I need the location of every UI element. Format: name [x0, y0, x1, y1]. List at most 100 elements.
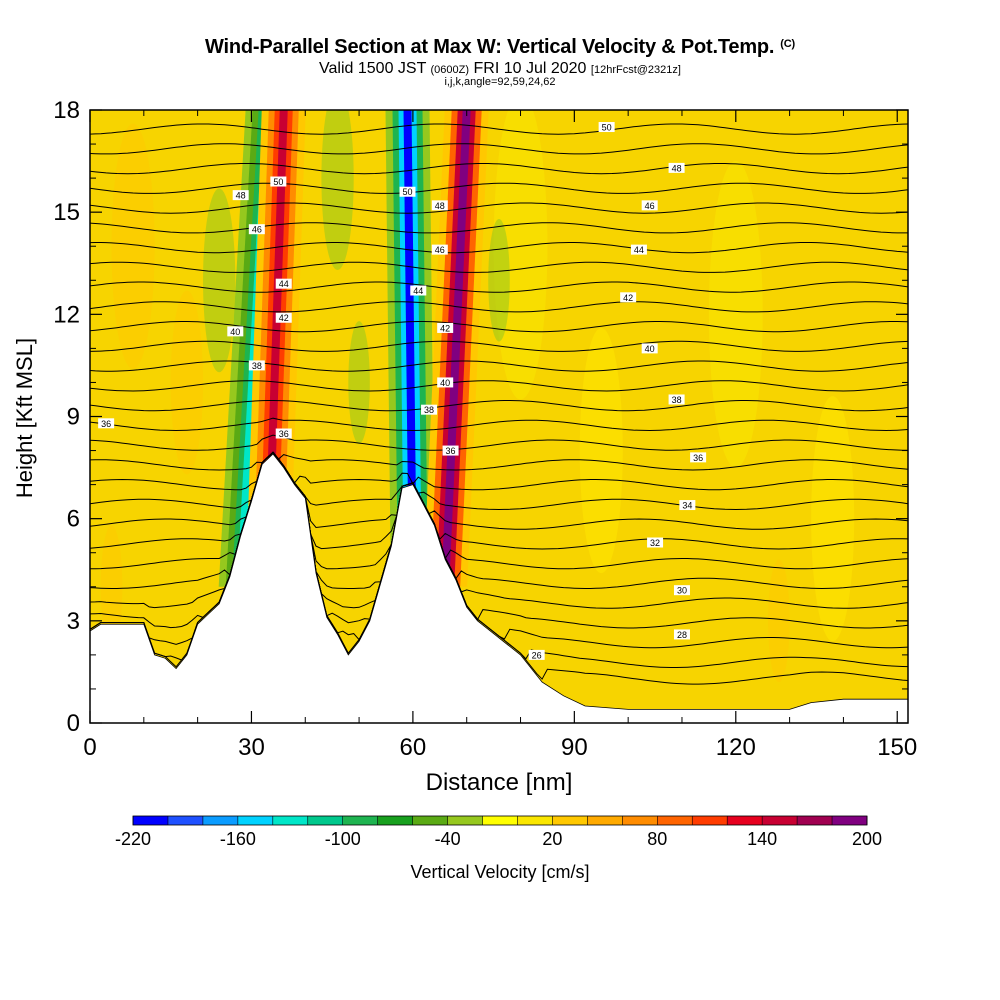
contour-label: 38 [252, 361, 262, 371]
x-tick-label: 30 [238, 734, 265, 761]
contour-label: 50 [403, 187, 413, 197]
theta-contour [90, 321, 908, 333]
colorbar-tick-label: -160 [220, 829, 256, 849]
contour-label: 48 [236, 191, 246, 201]
y-axis-label: Height [Kft MSL] [12, 338, 37, 498]
valid-time-utc: (0600Z) [430, 64, 470, 76]
theta-contour [90, 242, 908, 254]
theta-contour [90, 451, 908, 471]
colorbar-swatch [657, 816, 693, 825]
y-tick-label: 6 [67, 506, 80, 533]
contour-label: 46 [645, 201, 655, 211]
contour-label: 48 [672, 163, 682, 173]
contour-label-bg [98, 418, 115, 429]
x-tick-label: 150 [877, 734, 917, 761]
contour-label: 36 [279, 429, 289, 439]
contour-label-bg [399, 186, 416, 197]
contour-label: 44 [413, 286, 423, 296]
forecast-info: [12hrFcst@2321z] [590, 64, 681, 76]
theta-contour [90, 281, 908, 293]
contour-label: 48 [435, 201, 445, 211]
contour-label-bg [641, 343, 658, 354]
contour-label-bg [668, 394, 685, 405]
contour-label: 42 [440, 323, 450, 333]
contour-label-bg [431, 200, 448, 211]
field-patch [579, 327, 623, 574]
contour-label: 28 [677, 630, 687, 640]
theta-contour [90, 261, 908, 273]
colorbar-swatch [377, 816, 414, 825]
colorbar-swatch [237, 816, 274, 825]
contour-label: 44 [634, 245, 644, 255]
theta-contour [90, 340, 908, 352]
contour-label-bg [437, 322, 454, 333]
x-tick-label: 120 [716, 734, 756, 761]
contour-label-bg [437, 377, 454, 388]
contour-label: 46 [252, 225, 262, 235]
contour-label-bg [668, 162, 685, 173]
colorbar-swatch [797, 816, 833, 825]
contour-label: 38 [424, 405, 434, 415]
theta-contour [90, 202, 908, 214]
theta-contour [90, 451, 908, 609]
theta-contour [90, 451, 908, 530]
contour-label-bg [442, 445, 459, 456]
valid-time: Valid 1500 JST [319, 60, 427, 77]
contour-label-bg [270, 176, 287, 187]
colorbar-swatch [587, 816, 623, 825]
contour-label-bg [410, 285, 427, 296]
field-patch [488, 218, 510, 342]
theta-contour [90, 400, 908, 412]
contour-label-bg [275, 428, 292, 439]
colorbar-swatch [272, 816, 309, 825]
colorbar-swatch [342, 816, 379, 825]
colorbar-swatch [622, 816, 658, 825]
theta-contour [90, 451, 908, 590]
contour-label: 50 [602, 123, 612, 133]
theta-contour [90, 417, 908, 432]
contour-label-bg [673, 585, 690, 596]
valid-date: FRI 10 Jul 2020 [473, 60, 587, 77]
contour-label: 38 [672, 395, 682, 405]
contour-label-bg [630, 244, 647, 255]
colorbar-tick-label: 200 [852, 829, 882, 849]
terrain [90, 453, 908, 723]
colorbar-swatch [412, 816, 449, 825]
field-patch [493, 110, 548, 400]
theta-contour [90, 380, 908, 392]
chart-title: Wind-Parallel Section at Max W: Vertical… [0, 36, 1000, 59]
colorbar-tick-label: -40 [435, 829, 461, 849]
plot-area: 26 28 30 32 34 36 36 38 40 42 44 46 48 50 48 46 50 44 42 40… [90, 110, 908, 723]
colorbar-title: Vertical Velocity [cm/s] [410, 862, 590, 882]
theta-contour [90, 143, 908, 155]
contour-label-bg [528, 649, 545, 660]
contour-label-bg [227, 326, 244, 337]
contour-label-bg [248, 224, 265, 235]
theta-contour [90, 182, 908, 194]
contour-label: 44 [279, 279, 289, 289]
contour-label: 46 [435, 245, 445, 255]
theta-contour [90, 360, 908, 372]
theta-contour [90, 451, 908, 511]
y-tick-label: 0 [67, 710, 80, 737]
colorbar-swatch [447, 816, 484, 825]
contour-label-bg [275, 312, 292, 323]
section-indices: i,j,k,angle=92,59,24,62 [444, 76, 556, 88]
contour-label-bg [598, 122, 615, 133]
colorbar-swatch [202, 816, 239, 825]
y-tick-label: 3 [67, 608, 80, 635]
contour-label: 36 [693, 453, 703, 463]
contour-label-bg [620, 292, 637, 303]
contour-label-bg [275, 278, 292, 289]
field-patch [170, 290, 204, 475]
contour-label: 36 [101, 419, 111, 429]
contour-label-bg [690, 452, 707, 463]
theta-contour [90, 123, 908, 135]
colorbar-swatch [832, 816, 868, 825]
y-tick-label: 15 [53, 199, 80, 226]
contour-label-bg [421, 404, 438, 415]
colorbar-tick-label: -220 [115, 829, 151, 849]
contour-label: 36 [446, 446, 456, 456]
